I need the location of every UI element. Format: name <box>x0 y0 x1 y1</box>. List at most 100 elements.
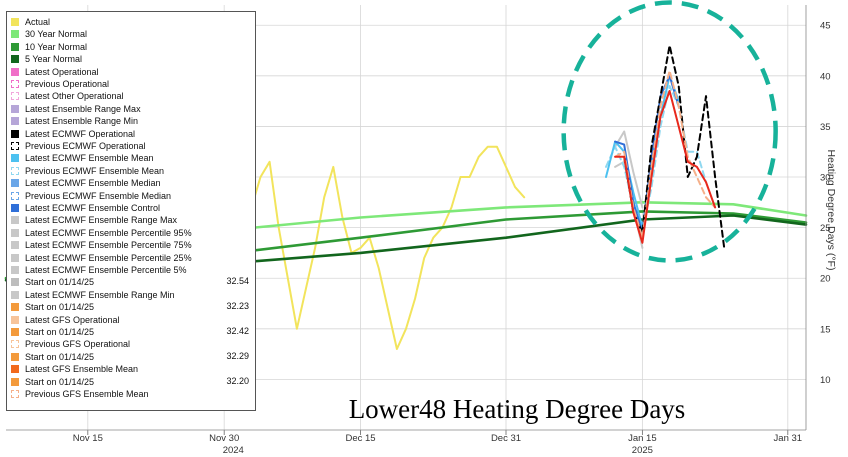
legend-swatch <box>11 30 19 39</box>
y-tick-label: 35 <box>820 122 831 133</box>
y-tick-label: 40 <box>820 71 831 82</box>
legend-item: Latest ECMWF Ensemble Percentile 75% <box>11 239 192 251</box>
legend-swatch <box>11 278 19 287</box>
legend-label: Latest ECMWF Ensemble Percentile 5% <box>25 265 187 275</box>
legend-label: Start on 01/14/25 <box>25 351 95 362</box>
legend-item: Latest Ensemble Range Max <box>11 103 141 115</box>
highlight-circle <box>561 0 778 263</box>
legend-item: Start on 01/14/25 <box>11 301 94 313</box>
legend-swatch <box>11 80 19 88</box>
series-line <box>614 69 717 239</box>
legend-label: Previous GFS Operational <box>25 339 131 350</box>
legend-swatch <box>11 228 19 237</box>
legend-label: Start on 01/14/25 <box>25 277 95 288</box>
chart-title: Lower48 Heating Degree Days <box>349 394 686 424</box>
legend-swatch <box>11 315 19 324</box>
legend-swatch <box>11 290 19 299</box>
legend-item: Latest ECMWF Ensemble Range Max <box>11 214 177 226</box>
legend-swatch <box>11 166 19 175</box>
legend-swatch <box>11 191 19 200</box>
legend-label: Latest ECMWF Ensemble Percentile 25% <box>25 252 192 263</box>
legend-swatch <box>11 55 19 64</box>
legend-swatch <box>11 104 19 113</box>
legend-swatch <box>11 352 19 361</box>
legend-item: Latest GFS Ensemble Mean <box>11 363 138 375</box>
legend-swatch <box>11 216 19 225</box>
legend-swatch <box>11 390 19 398</box>
y-axis-title: Heating Degree Days (°F) <box>825 150 837 271</box>
y-tick-label: 20 <box>820 274 831 285</box>
legend-swatch <box>11 154 19 163</box>
legend-label: Latest Operational <box>25 66 99 77</box>
legend-label: Latest ECMWF Ensemble Percentile 75% <box>25 240 192 251</box>
legend-item: Latest ECMWF Ensemble Control <box>11 202 160 214</box>
legend-item: 5 Year Normal <box>11 53 82 65</box>
legend-item: Previous ECMWF Operational <box>11 140 146 152</box>
legend-label: Latest Ensemble Range Max <box>25 103 141 114</box>
legend-item: Start on 01/14/25 <box>11 326 94 338</box>
legend-label: Latest ECMWF Operational <box>25 128 136 139</box>
legend-swatch <box>11 42 19 51</box>
legend-swatch <box>11 117 19 126</box>
legend-item: Latest GFS Operational <box>11 314 120 326</box>
legend-item: Previous Operational <box>11 78 109 90</box>
legend-label: Start on 01/14/25 <box>25 376 95 387</box>
legend-label: Latest ECMWF Ensemble Median <box>25 178 161 189</box>
x-tick-label: Jan 31 <box>774 433 803 444</box>
x-tick-label: Dec 15 <box>345 433 375 444</box>
legend-label: Start on 01/14/25 <box>25 302 95 313</box>
legend-swatch <box>11 377 19 386</box>
legend-item: Start on 01/14/25 <box>11 376 94 388</box>
legend-label: Latest ECMWF Ensemble Control <box>25 203 161 213</box>
legend-label: 10 Year Normal <box>25 41 88 52</box>
legend-label: Latest GFS Ensemble Mean <box>25 364 139 375</box>
legend-item: Latest Other Operational <box>11 90 124 102</box>
legend-item: 30 Year Normal <box>11 28 87 40</box>
y-tick-label: 10 <box>820 375 831 386</box>
legend-swatch <box>11 328 19 336</box>
series-line <box>614 90 717 244</box>
legend-item: Previous ECMWF Ensemble Mean <box>11 165 164 177</box>
legend-label: Previous ECMWF Ensemble Median <box>25 190 172 201</box>
y-tick-label: 30 <box>820 173 831 184</box>
legend-label: 30 Year Normal <box>25 29 88 40</box>
legend-item: Start on 01/14/25 <box>11 276 94 288</box>
legend-swatch <box>11 266 19 274</box>
year-label: 2025 <box>632 445 653 456</box>
legend-label: 5 Year Normal <box>25 54 83 65</box>
legend-label: Previous ECMWF Ensemble Mean <box>25 165 165 176</box>
y-tick-label: 15 <box>820 324 831 335</box>
x-tick-label: Jan 15 <box>628 433 657 444</box>
legend-label: Previous Operational <box>25 79 110 89</box>
legend-label: Previous GFS Ensemble Mean <box>25 389 149 399</box>
legend-swatch <box>11 340 19 349</box>
y-tick-label: 25 <box>820 223 831 234</box>
x-tick-label: Dec 31 <box>491 433 521 444</box>
legend-value: 32.42 <box>226 326 249 336</box>
x-tick-label: Nov 30 <box>209 433 239 444</box>
legend-value: 32.20 <box>226 375 249 386</box>
legend-label: Start on 01/14/25 <box>25 327 95 337</box>
legend-label: Latest Ensemble Range Min <box>25 116 139 127</box>
legend-swatch <box>11 129 19 138</box>
series-line <box>605 85 707 234</box>
legend-swatch <box>11 142 19 150</box>
legend-item: Latest ECMWF Ensemble Range Min <box>11 289 175 301</box>
legend-value: 32.29 <box>226 350 249 361</box>
legend-item: Previous ECMWF Ensemble Median <box>11 190 171 202</box>
legend-swatch <box>11 241 19 250</box>
legend-item: Latest ECMWF Ensemble Median <box>11 177 161 189</box>
legend-label: Latest ECMWF Ensemble Range Max <box>25 215 178 226</box>
legend-item: 10 Year Normal <box>11 41 87 53</box>
legend-item: Latest Operational <box>11 66 99 78</box>
series-line <box>614 130 644 209</box>
legend-swatch <box>11 365 19 374</box>
legend-item: Actual <box>11 16 50 28</box>
legend-label: Latest GFS Operational <box>25 314 120 325</box>
year-label: 2024 <box>223 445 244 456</box>
legend-item: Previous GFS Ensemble Mean <box>11 388 149 400</box>
legend-swatch <box>11 92 19 101</box>
legend-swatch <box>11 303 19 312</box>
legend-item: Start on 01/14/25 <box>11 351 94 363</box>
